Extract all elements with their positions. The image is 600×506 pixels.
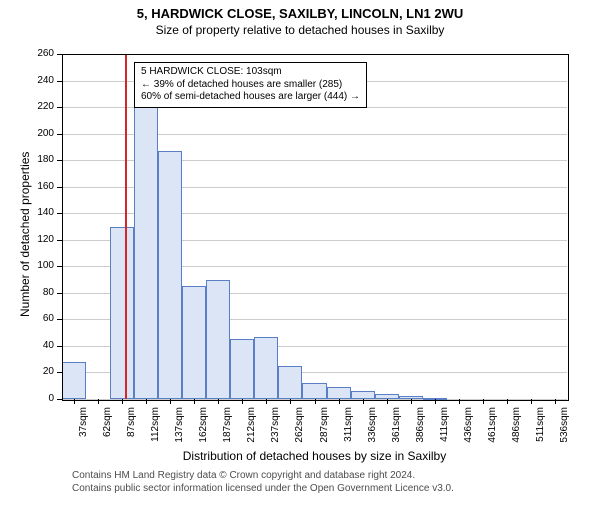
xtick-label: 187sqm <box>222 407 233 467</box>
xtick-label: 262sqm <box>294 407 305 467</box>
xtick-label: 436sqm <box>463 407 474 467</box>
xtick-label: 461sqm <box>487 407 498 467</box>
xtick-label: 112sqm <box>150 407 161 467</box>
chart-subtitle: Size of property relative to detached ho… <box>0 23 600 37</box>
xtick-label: 386sqm <box>415 407 426 467</box>
ytick-label: 20 <box>28 366 54 377</box>
footer-attribution: Contains HM Land Registry data © Crown c… <box>72 469 454 495</box>
ytick-label: 200 <box>28 128 54 139</box>
xtick-label: 62sqm <box>102 407 113 467</box>
ytick-label: 180 <box>28 154 54 165</box>
footer-line1: Contains HM Land Registry data © Crown c… <box>72 469 454 482</box>
ytick-label: 160 <box>28 181 54 192</box>
xtick-label: 536sqm <box>559 407 570 467</box>
footer-line2: Contains public sector information licen… <box>72 482 454 495</box>
annotation-line3: 60% of semi-detached houses are larger (… <box>141 91 360 104</box>
ytick-label: 60 <box>28 313 54 324</box>
chart-title: 5, HARDWICK CLOSE, SAXILBY, LINCOLN, LN1… <box>0 6 600 21</box>
xtick-label: 212sqm <box>246 407 257 467</box>
xtick-label: 162sqm <box>198 407 209 467</box>
ytick-label: 220 <box>28 101 54 112</box>
ytick-label: 0 <box>28 393 54 404</box>
ytick-label: 260 <box>28 48 54 59</box>
xtick-label: 511sqm <box>535 407 546 467</box>
ytick-label: 140 <box>28 207 54 218</box>
annotation-line2: ← 39% of detached houses are smaller (28… <box>141 79 360 92</box>
xtick-label: 87sqm <box>126 407 137 467</box>
xtick-label: 486sqm <box>511 407 522 467</box>
xtick-label: 411sqm <box>439 407 450 467</box>
ytick-label: 40 <box>28 340 54 351</box>
ytick-label: 120 <box>28 234 54 245</box>
xtick-label: 287sqm <box>319 407 330 467</box>
annotation-box: 5 HARDWICK CLOSE: 103sqm ← 39% of detach… <box>134 62 367 108</box>
xtick-label: 37sqm <box>78 407 89 467</box>
xtick-label: 237sqm <box>270 407 281 467</box>
xtick-label: 361sqm <box>391 407 402 467</box>
annotation-line1: 5 HARDWICK CLOSE: 103sqm <box>141 66 360 79</box>
ytick-label: 100 <box>28 260 54 271</box>
xtick-label: 137sqm <box>174 407 185 467</box>
ytick-label: 80 <box>28 287 54 298</box>
xtick-label: 336sqm <box>367 407 378 467</box>
xtick-label: 311sqm <box>343 407 354 467</box>
ytick-label: 240 <box>28 75 54 86</box>
